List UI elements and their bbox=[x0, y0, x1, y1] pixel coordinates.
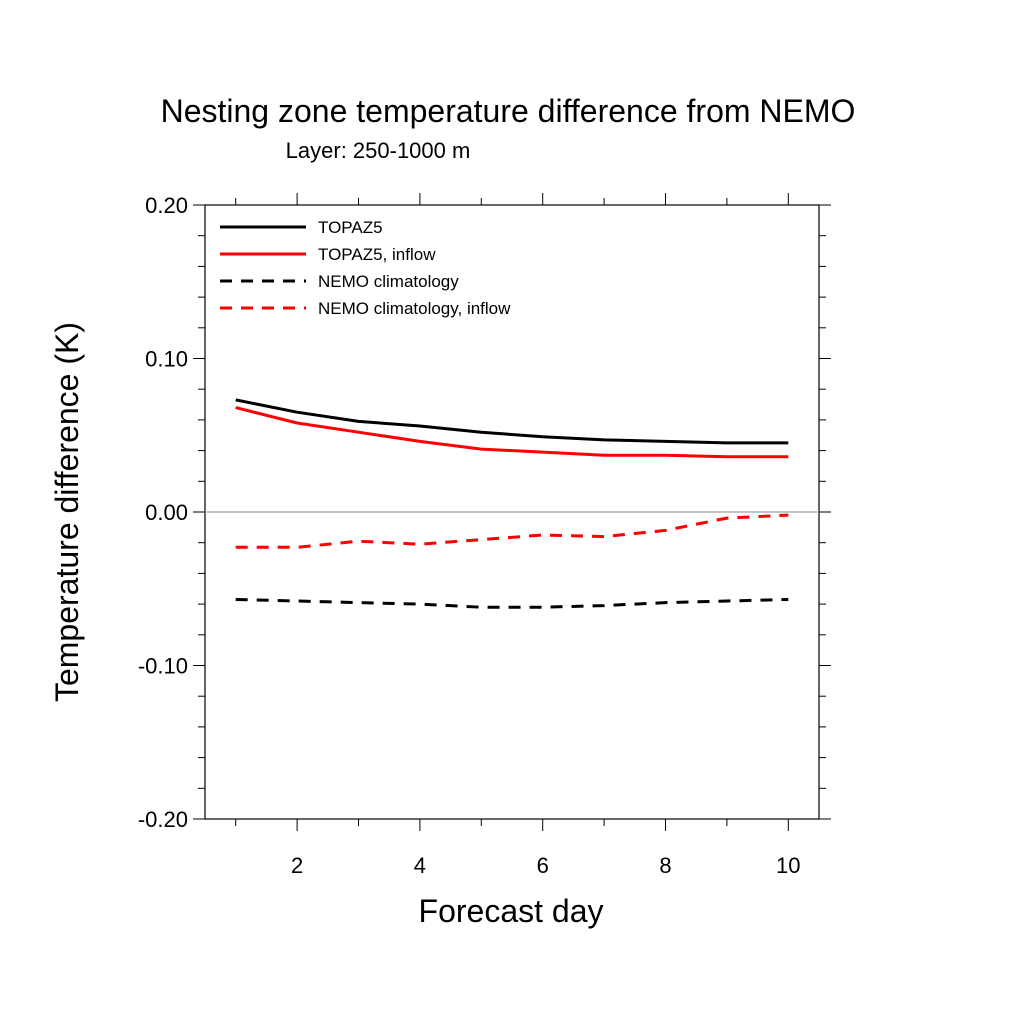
x-tick-label: 2 bbox=[291, 853, 303, 878]
chart-title: Nesting zone temperature difference from… bbox=[161, 93, 856, 129]
x-tick-label: 4 bbox=[414, 853, 426, 878]
y-tick-label: 0.20 bbox=[145, 193, 188, 218]
x-tick-label: 10 bbox=[776, 853, 800, 878]
y-tick-label: 0.10 bbox=[145, 347, 188, 372]
series-line-2 bbox=[235, 406, 789, 459]
y-tick-label: 0.00 bbox=[145, 500, 188, 525]
legend: TOPAZ5 TOPAZ5, inflow NEMO climatology NEMO… bbox=[220, 218, 511, 318]
y-axis-tick-labels: -0.20 -0.10 0.00 0.10 0.20 bbox=[138, 193, 188, 832]
y-tick-label: -0.20 bbox=[138, 807, 188, 832]
axis-ticks bbox=[193, 193, 831, 831]
x-tick-label: 6 bbox=[537, 853, 549, 878]
legend-label-2: TOPAZ5, inflow bbox=[318, 245, 436, 264]
x-axis-tick-labels: 2 4 6 8 10 bbox=[291, 853, 801, 878]
legend-label-3: NEMO climatology bbox=[318, 272, 459, 291]
x-tick-label: 8 bbox=[659, 853, 671, 878]
y-axis-title: Temperature difference (K) bbox=[49, 322, 85, 702]
legend-label-1: TOPAZ5 bbox=[318, 218, 383, 237]
y-tick-label: -0.10 bbox=[138, 654, 188, 679]
legend-label-4: NEMO climatology, inflow bbox=[318, 299, 511, 318]
series-line-1 bbox=[235, 398, 789, 445]
x-axis-title: Forecast day bbox=[419, 893, 604, 929]
series-line-4 bbox=[235, 513, 789, 549]
chart-subtitle: Layer: 250-1000 m bbox=[286, 138, 471, 163]
series-lines bbox=[235, 398, 789, 609]
series-line-3 bbox=[235, 598, 789, 609]
